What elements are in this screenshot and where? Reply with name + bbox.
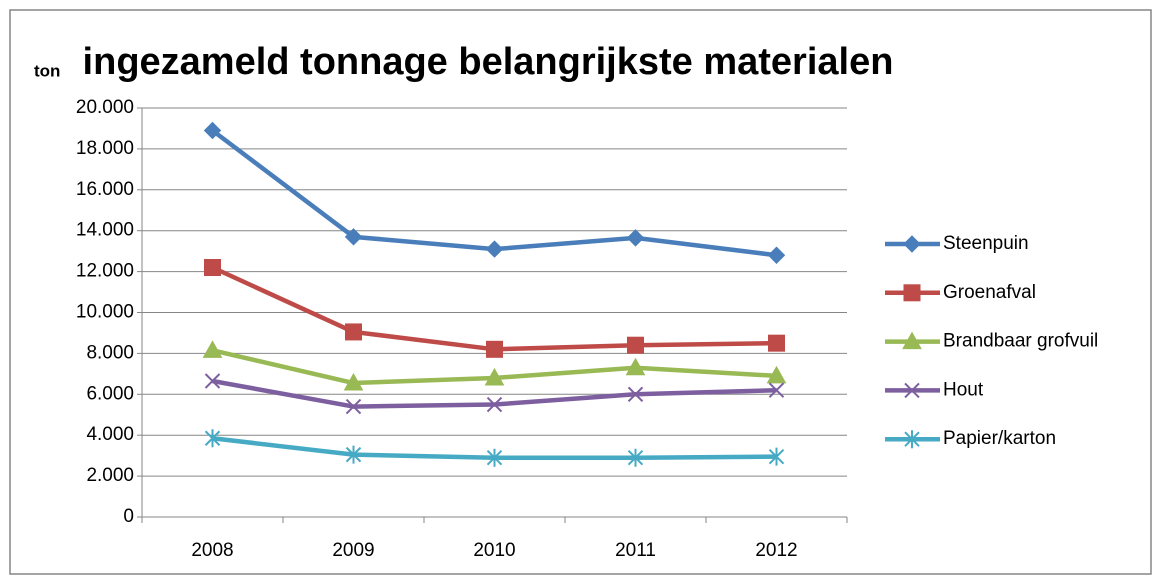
x-tick-label: 2011 [615,540,656,561]
marker [203,121,222,140]
marker [204,429,221,448]
legend-marker [904,382,920,399]
marker [204,373,221,389]
marker [486,448,503,467]
y-tick-label: 16.000 [76,179,134,200]
marker [486,340,503,358]
marker [345,445,362,464]
legend-marker [903,284,921,302]
marker [768,447,785,466]
marker [202,340,223,358]
y-tick-label: 2.000 [86,465,134,486]
y-axis-label: ton [34,61,60,80]
y-tick-label: 10.000 [76,302,134,323]
marker [767,246,786,264]
marker [484,367,505,386]
marker [626,229,645,247]
x-tick-label: 2012 [755,540,797,561]
y-tick-label: 6.000 [86,383,134,404]
marker [625,357,646,376]
marker [627,448,644,467]
marker [485,240,504,258]
marker [768,334,785,352]
legend-label: Steenpuin [943,233,1029,254]
x-tick-label: 2010 [473,540,515,561]
y-tick-label: 4.000 [86,424,134,445]
marker [627,386,644,403]
marker [345,323,362,341]
y-tick-label: 18.000 [76,138,134,159]
marker [344,228,363,246]
marker [343,373,364,391]
x-tick-label: 2008 [191,540,233,561]
legend-label: Brandbaar grofvuil [943,331,1098,352]
marker [627,336,644,354]
y-tick-label: 12.000 [76,261,134,282]
legend-label: Papier/karton [943,428,1056,449]
y-tick-label: 14.000 [76,220,134,241]
legend-marker [904,430,920,449]
legend-label: Groenafval [943,282,1036,303]
marker [768,382,785,398]
x-tick-label: 2009 [332,540,374,561]
legend-marker [903,235,921,253]
legend-marker [902,331,922,350]
chart-title: ingezameld tonnage belangrijkste materia… [83,41,894,83]
y-tick-label: 20.000 [76,97,134,118]
marker [345,398,362,415]
y-tick-label: 8.000 [86,342,134,363]
marker [204,259,221,277]
chart-border [9,9,1152,575]
y-tick-label: 0 [123,506,134,527]
marker [766,365,787,384]
legend-label: Hout [943,379,984,400]
marker [486,396,503,413]
